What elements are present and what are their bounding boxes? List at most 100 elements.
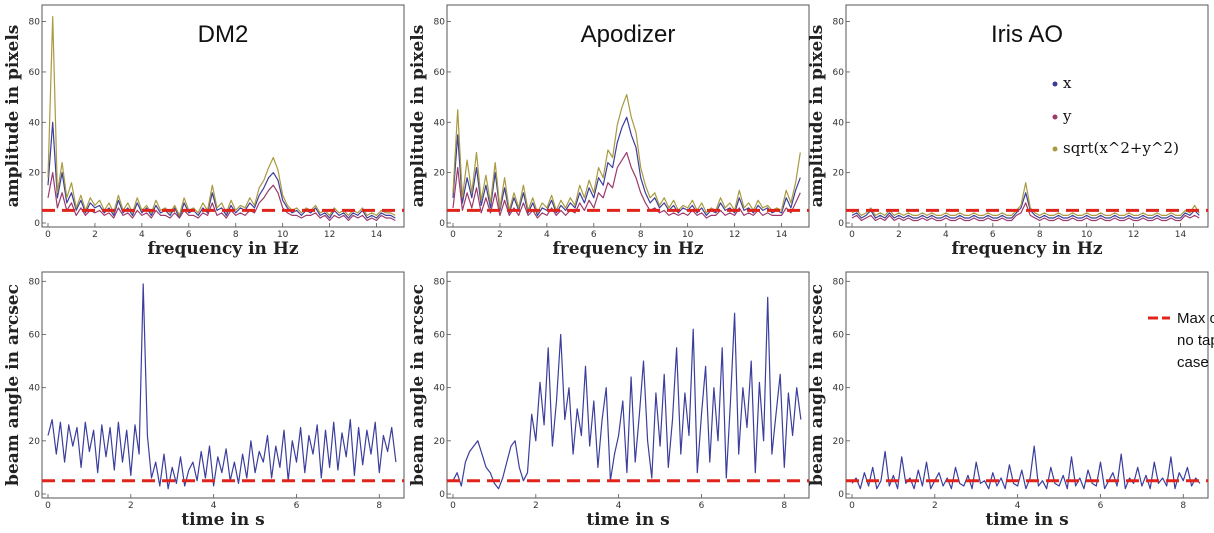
y-tick-label: 80 — [833, 18, 845, 28]
x-tick-label: 8 — [376, 501, 382, 511]
x-tick-label: 6 — [294, 501, 300, 511]
plot-frame — [446, 4, 810, 228]
plot-frame — [41, 271, 405, 499]
x-tick-label: 4 — [211, 501, 217, 511]
x-tick-label: 4 — [1015, 501, 1021, 511]
y-axis-label: amplitude in pixels — [408, 25, 428, 208]
legend-marker — [1052, 81, 1058, 87]
y-tick-label: 20 — [434, 437, 446, 447]
x-axis-label: time in s — [586, 510, 669, 530]
y-tick-label: 40 — [29, 118, 41, 128]
x-tick-label: 10 — [682, 230, 694, 240]
x-tick-label: 0 — [45, 501, 51, 511]
x-tick-label: 0 — [45, 230, 51, 240]
legend-label: x — [1063, 74, 1072, 92]
x-tick-label: 12 — [324, 230, 335, 240]
x-tick-label: 4 — [616, 501, 622, 511]
x-tick-label: 12 — [1128, 230, 1139, 240]
series-line-signal — [851, 445, 1201, 490]
chart-panel-3: 0 20 40 60 80 0 2 4 6 8 10 12 14 Iris AO frequency in … — [807, 4, 1209, 259]
y-tick-label: 0 — [34, 219, 40, 229]
legend-threshold: Max of the no tapping case — [1148, 310, 1214, 371]
chart-panel-1: 0 20 40 60 80 0 2 4 6 8 10 12 14 DM2 frequency in Hz am… — [3, 4, 405, 259]
y-tick-label: 40 — [29, 384, 41, 394]
x-tick-label: 2 — [128, 501, 134, 511]
x-tick-label: 2 — [932, 501, 938, 511]
x-tick-label: 4 — [139, 230, 145, 240]
legend-marker — [1052, 114, 1058, 120]
x-tick-label: 14 — [1175, 230, 1187, 240]
x-axis-label: frequency in Hz — [951, 239, 1102, 259]
y-axis-label: beam angle in arcsec — [807, 284, 827, 486]
x-axis-label: time in s — [181, 510, 264, 530]
y-tick-label: 40 — [833, 118, 845, 128]
panel-title: Apodizer — [581, 21, 676, 48]
y-tick-label: 20 — [29, 169, 41, 179]
chart-panel-6: 0 20 40 60 80 0 2 4 6 8 time in s beam angle in arc… — [807, 271, 1209, 530]
y-tick-label: 0 — [439, 490, 445, 500]
y-tick-label: 0 — [838, 219, 844, 229]
y-axis-label: beam angle in arcsec — [3, 284, 23, 486]
y-tick-label: 80 — [833, 277, 845, 287]
y-tick-label: 20 — [833, 169, 845, 179]
series-line-signal — [452, 296, 802, 490]
y-tick-label: 80 — [434, 277, 446, 287]
x-axis-label: time in s — [985, 510, 1068, 530]
x-tick-label: 0 — [450, 501, 456, 511]
y-tick-label: 20 — [434, 169, 446, 179]
x-tick-label: 2 — [533, 501, 539, 511]
legend-label: y — [1062, 107, 1072, 125]
legend-label: sqrt(x^2+y^2) — [1063, 139, 1179, 157]
x-tick-label: 8 — [781, 501, 787, 511]
y-axis-label: amplitude in pixels — [3, 25, 23, 208]
x-tick-label: 10 — [277, 230, 289, 240]
x-tick-label: 6 — [990, 230, 996, 240]
y-tick-label: 60 — [833, 330, 845, 340]
x-tick-label: 10 — [1081, 230, 1093, 240]
legend-threshold-label: case — [1177, 354, 1209, 371]
y-tick-label: 40 — [833, 384, 845, 394]
x-axis-label: frequency in Hz — [147, 239, 298, 259]
x-axis-label: frequency in Hz — [552, 239, 703, 259]
x-tick-label: 14 — [371, 230, 383, 240]
legend-threshold-label: no tapping — [1177, 332, 1214, 349]
y-tick-label: 60 — [434, 330, 446, 340]
series-line-signal — [47, 283, 397, 490]
series-line-y — [452, 151, 801, 219]
panel-title: DM2 — [198, 21, 249, 48]
chart-panel-2: 0 20 40 60 80 0 2 4 6 8 10 12 14 Apodizer frequency in… — [408, 4, 810, 259]
x-tick-label: 6 — [186, 230, 192, 240]
panel-title: Iris AO — [991, 21, 1063, 48]
x-tick-label: 8 — [638, 230, 644, 240]
series-line-x — [452, 116, 801, 216]
x-tick-label: 0 — [849, 230, 855, 240]
y-tick-label: 40 — [434, 118, 446, 128]
x-tick-label: 12 — [729, 230, 740, 240]
y-tick-label: 20 — [833, 437, 845, 447]
x-tick-label: 2 — [497, 230, 503, 240]
y-tick-label: 60 — [29, 330, 41, 340]
x-tick-label: 4 — [943, 230, 949, 240]
x-tick-label: 6 — [1098, 501, 1104, 511]
legend-series: xy sqrt(x^2+y^2) — [1052, 74, 1179, 157]
legend-threshold-label: Max of the — [1177, 310, 1214, 327]
x-tick-label: 0 — [450, 230, 456, 240]
series-line-sqrt-x-2-y-2- — [47, 16, 396, 216]
x-tick-label: 8 — [1037, 230, 1043, 240]
x-tick-label: 8 — [1180, 501, 1186, 511]
legend-marker — [1052, 146, 1058, 152]
x-tick-label: 0 — [849, 501, 855, 511]
y-axis-label: beam angle in arcsec — [408, 284, 428, 486]
x-tick-label: 6 — [591, 230, 597, 240]
series-line-sqrt-x-2-y-2- — [851, 182, 1200, 216]
y-tick-label: 0 — [34, 490, 40, 500]
series-line-y — [851, 202, 1200, 222]
y-tick-label: 20 — [29, 437, 41, 447]
y-tick-label: 80 — [29, 18, 41, 28]
y-tick-label: 60 — [29, 68, 41, 78]
x-tick-label: 2 — [896, 230, 902, 240]
plot-frame — [41, 4, 405, 228]
y-tick-label: 80 — [434, 18, 446, 28]
y-axis-label: amplitude in pixels — [807, 25, 827, 208]
plot-frame — [845, 271, 1209, 499]
